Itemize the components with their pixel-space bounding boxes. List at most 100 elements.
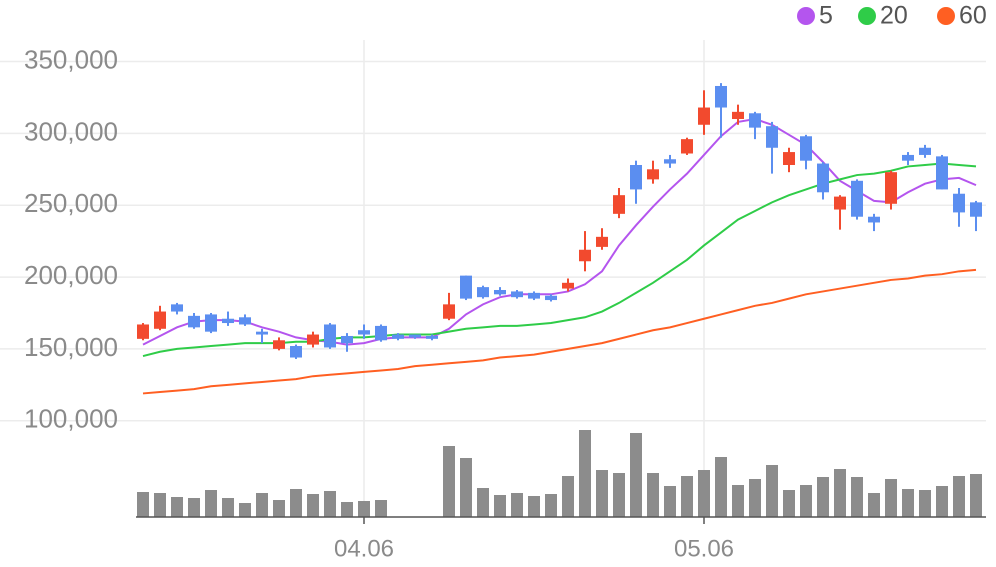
candle-body: [851, 180, 863, 217]
candle-body: [766, 126, 778, 148]
candle-body: [732, 111, 744, 120]
volume-bar: [766, 465, 778, 517]
y-tick-label: 200,000: [24, 260, 118, 290]
candle-body: [902, 154, 914, 161]
candle-body: [239, 317, 251, 325]
candle-body: [256, 331, 268, 335]
candle-body: [273, 340, 285, 349]
volume-bar: [715, 457, 727, 517]
y-tick-label: 100,000: [24, 404, 118, 434]
x-tick-label: 04.06: [334, 535, 394, 562]
candle-body: [171, 304, 183, 312]
volume-bar: [562, 476, 574, 517]
candle-body: [817, 163, 829, 193]
volume-bar: [188, 498, 200, 517]
candle-body: [715, 85, 727, 108]
legend-label: 5: [819, 2, 833, 30]
volume-bar: [953, 476, 965, 517]
volume-bar: [137, 492, 149, 517]
volume-bar: [698, 470, 710, 517]
volume-bar: [477, 488, 489, 517]
candle-body: [443, 304, 455, 319]
candle-body: [579, 249, 591, 262]
candle-body: [426, 335, 438, 339]
candle-body: [749, 113, 761, 128]
y-tick-label: 300,000: [24, 116, 118, 146]
volume-bar: [647, 473, 659, 517]
candle-body: [494, 289, 506, 295]
volume-bar: [579, 430, 591, 517]
volume-bar: [171, 497, 183, 517]
volume-bar: [256, 493, 268, 517]
candle-body: [613, 195, 625, 214]
candle-body: [834, 196, 846, 210]
candle-body: [290, 346, 302, 358]
candle-body: [562, 282, 574, 289]
volume-bar: [375, 500, 387, 517]
candle-body: [953, 193, 965, 213]
candle-body: [392, 334, 404, 339]
ma-line: [142, 268, 977, 395]
candle-body: [307, 334, 319, 345]
volume-bar: [273, 500, 285, 517]
volume-bar: [545, 494, 557, 517]
volume-bar: [749, 479, 761, 517]
legend-label: 60: [959, 2, 987, 30]
volume-bar: [800, 485, 812, 517]
volume-bar: [528, 496, 540, 517]
candle-body: [460, 275, 472, 299]
volume-bar: [511, 493, 523, 517]
candle-body: [528, 292, 540, 299]
candle-body: [409, 334, 421, 338]
volume-bar: [868, 493, 880, 517]
candle-body: [647, 169, 659, 180]
volume-bar: [919, 490, 931, 517]
volume-bar: [902, 489, 914, 517]
candle-body: [154, 311, 166, 329]
candle-body: [919, 147, 931, 155]
legend-marker: [937, 7, 955, 25]
legend-marker: [797, 7, 815, 25]
volume-bar: [494, 495, 506, 517]
volume-bar: [341, 502, 353, 517]
volume-bar: [290, 489, 302, 517]
volume-bar: [851, 477, 863, 517]
candle-body: [681, 139, 693, 154]
volume-bar: [885, 479, 897, 517]
volume-bar: [681, 476, 693, 517]
volume-bar: [970, 474, 982, 517]
volume-bar: [239, 503, 251, 517]
candle-body: [341, 335, 353, 344]
candle-body: [511, 291, 523, 298]
volume-bar: [936, 486, 948, 517]
candle-body: [375, 325, 387, 341]
y-tick-label: 350,000: [24, 44, 118, 74]
candle-body: [936, 156, 948, 190]
candle-body: [477, 287, 489, 298]
candle-body: [596, 236, 608, 247]
legend-label: 20: [880, 2, 908, 30]
candle-body: [222, 318, 234, 324]
candle-body: [970, 202, 982, 217]
volume-bar: [613, 473, 625, 517]
candle-body: [885, 172, 897, 204]
y-tick-label: 250,000: [24, 188, 118, 218]
volume-bar: [817, 477, 829, 517]
candle-body: [358, 330, 370, 335]
candle-body: [545, 295, 557, 301]
volume-bar: [664, 486, 676, 517]
x-tick-label: 05.06: [674, 535, 734, 562]
candle-body: [664, 159, 676, 164]
volume-bar: [358, 501, 370, 517]
volume-bar: [732, 485, 744, 517]
candle-body: [324, 324, 336, 348]
volume-bar: [324, 491, 336, 517]
candle-body: [800, 136, 812, 161]
candle-body: [698, 107, 710, 125]
candle-body: [188, 315, 200, 328]
ma-line: [142, 117, 977, 346]
volume-bar: [783, 490, 795, 517]
legend-marker: [858, 7, 876, 25]
volume-bar: [460, 458, 472, 517]
